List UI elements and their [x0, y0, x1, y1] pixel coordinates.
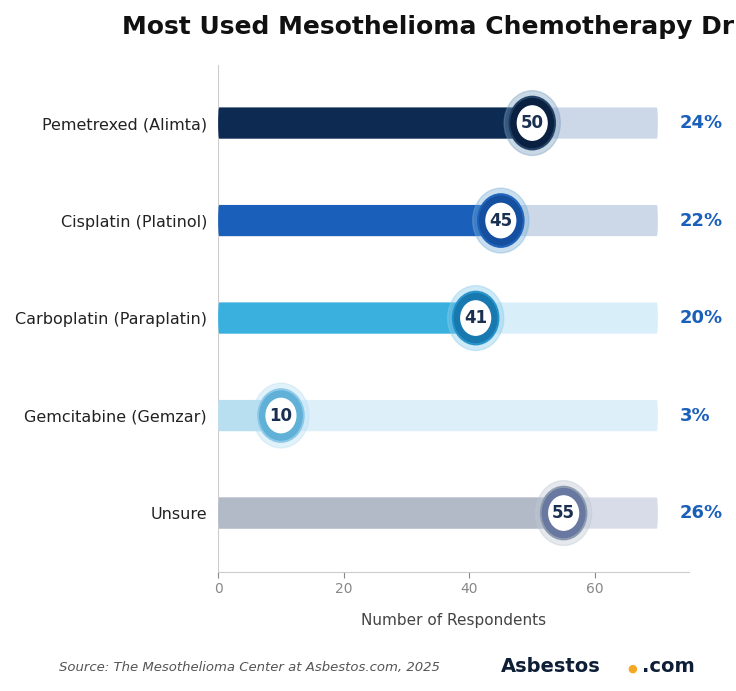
- FancyBboxPatch shape: [218, 108, 532, 139]
- FancyBboxPatch shape: [218, 498, 658, 529]
- Text: 41: 41: [464, 309, 487, 327]
- Ellipse shape: [511, 99, 553, 148]
- Text: Source: The Mesothelioma Center at Asbestos.com, 2025: Source: The Mesothelioma Center at Asbes…: [59, 661, 439, 674]
- Ellipse shape: [454, 294, 497, 343]
- FancyBboxPatch shape: [218, 498, 564, 529]
- Ellipse shape: [486, 203, 516, 238]
- Text: 3%: 3%: [680, 406, 710, 424]
- Text: 20%: 20%: [680, 309, 723, 327]
- Text: 45: 45: [489, 211, 512, 229]
- Text: 55: 55: [552, 504, 575, 522]
- Ellipse shape: [549, 496, 578, 530]
- FancyBboxPatch shape: [218, 303, 475, 334]
- Ellipse shape: [478, 194, 524, 247]
- Ellipse shape: [536, 481, 592, 545]
- Ellipse shape: [266, 399, 296, 433]
- Text: 10: 10: [269, 406, 292, 424]
- FancyBboxPatch shape: [218, 108, 658, 139]
- Text: 22%: 22%: [680, 211, 723, 229]
- Text: 24%: 24%: [680, 114, 723, 132]
- Ellipse shape: [253, 383, 309, 448]
- Title: Most Used Mesothelioma Chemotherapy Drugs: Most Used Mesothelioma Chemotherapy Drug…: [122, 15, 736, 39]
- Text: ●: ●: [627, 664, 637, 674]
- Ellipse shape: [509, 96, 556, 150]
- FancyBboxPatch shape: [218, 205, 500, 236]
- Ellipse shape: [447, 285, 503, 350]
- Ellipse shape: [461, 301, 491, 335]
- FancyBboxPatch shape: [218, 303, 658, 334]
- Ellipse shape: [473, 188, 529, 253]
- Ellipse shape: [504, 91, 560, 155]
- Text: 26%: 26%: [680, 504, 723, 522]
- Ellipse shape: [542, 489, 585, 538]
- Ellipse shape: [540, 486, 587, 540]
- FancyBboxPatch shape: [218, 400, 281, 431]
- Ellipse shape: [517, 106, 547, 140]
- Ellipse shape: [260, 391, 302, 440]
- FancyBboxPatch shape: [218, 400, 658, 431]
- Ellipse shape: [480, 196, 522, 245]
- X-axis label: Number of Respondents: Number of Respondents: [361, 613, 546, 627]
- Text: 50: 50: [521, 114, 544, 132]
- Text: Asbestos: Asbestos: [500, 657, 601, 676]
- Text: .com: .com: [642, 657, 695, 676]
- Ellipse shape: [258, 389, 304, 442]
- Ellipse shape: [453, 292, 499, 345]
- FancyBboxPatch shape: [218, 205, 658, 236]
